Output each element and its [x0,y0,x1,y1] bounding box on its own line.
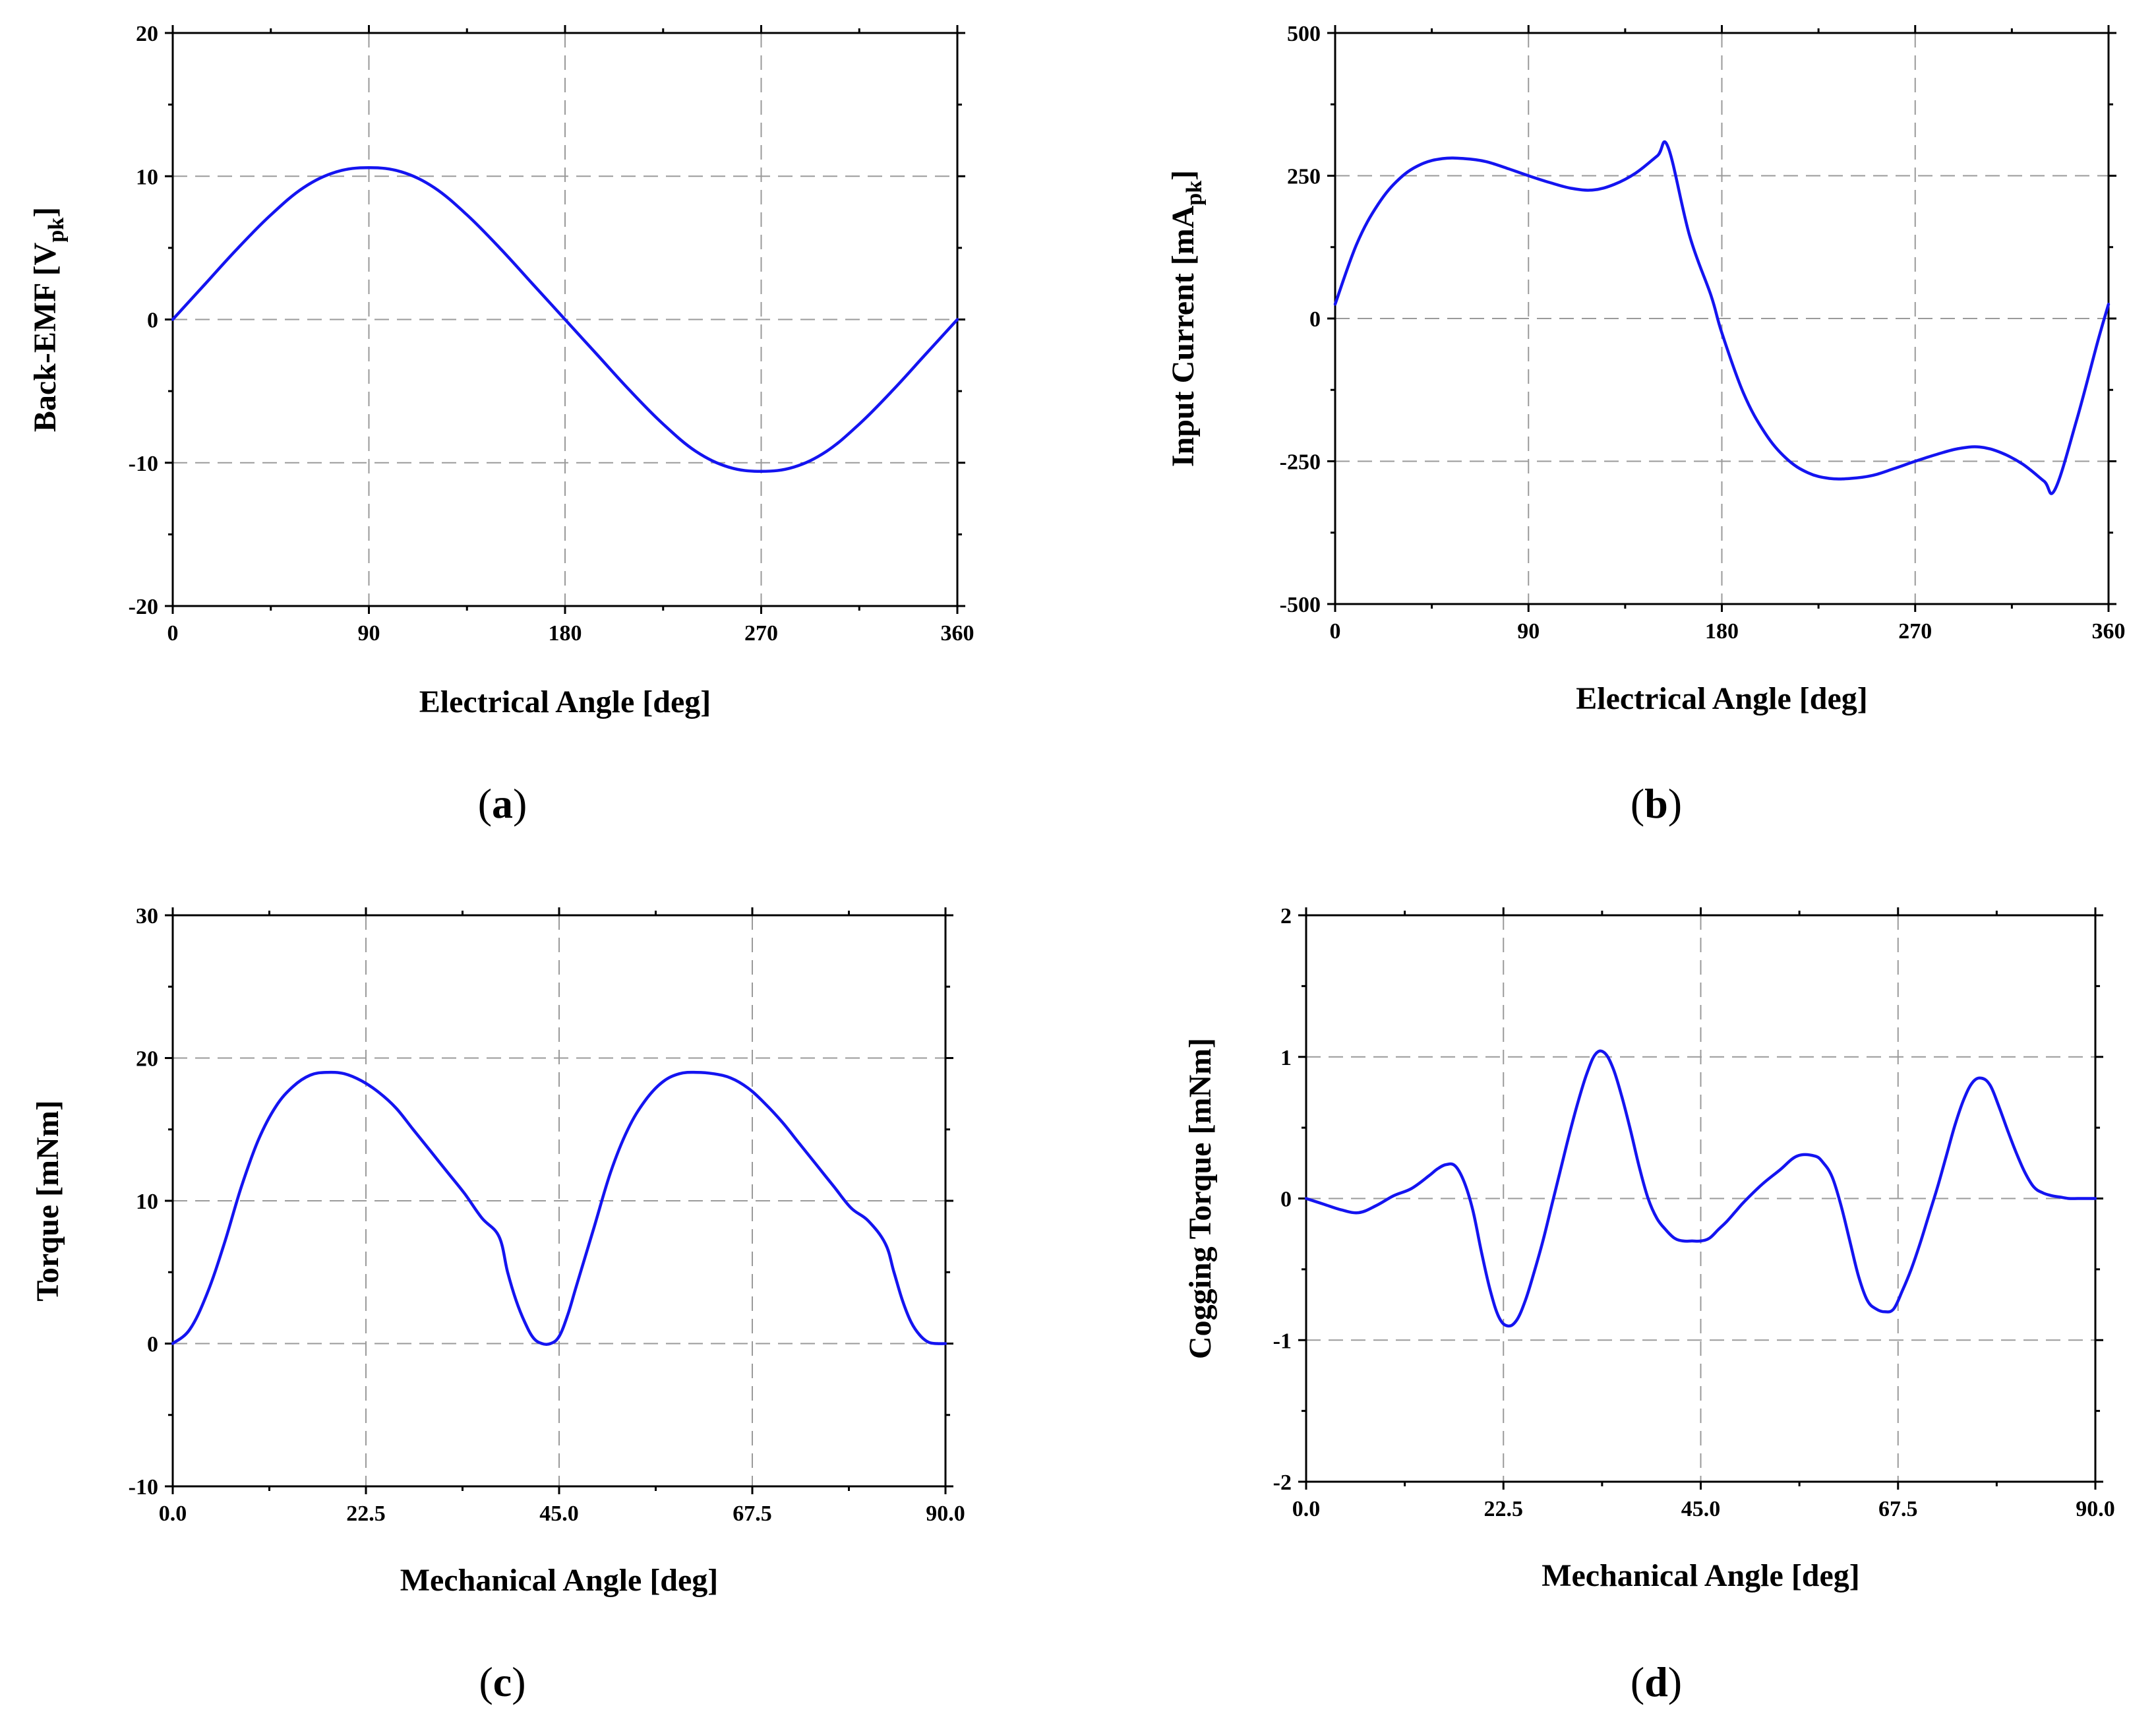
panel-label: (a) [478,780,527,827]
x-tick-label: 90 [358,621,380,646]
chart-c: 0.0 22.5 45.0 67.5 90.0 -10 0 10 20 30 Mechanical … [30,904,965,1705]
y-tick-label: -1 [1273,1329,1292,1353]
y-tick-label: 10 [136,165,158,189]
y-axis-label: Torque [mNm] [30,1100,65,1301]
chart-a: 0 90 180 270 360 -20 -10 0 10 20 Electrical Angle … [28,22,974,827]
y-tick-label: 10 [136,1190,158,1214]
x-tick-label: 0 [167,621,179,646]
x-axis-label: Mechanical Angle [deg] [1542,1558,1860,1593]
x-tick-label: 90.0 [2076,1497,2115,1521]
series-line-d [1304,1049,2097,1328]
panel-label: (c) [479,1658,525,1705]
x-tick-label: 45.0 [1681,1497,1721,1521]
x-tick-label: 270 [1898,619,1932,644]
panel-label: (b) [1631,780,1682,827]
y-axis-label: Back-EMF [Vpk] [28,207,69,432]
x-axis-label: Mechanical Angle [deg] [400,1563,719,1598]
x-tick-label: 67.5 [1878,1497,1918,1521]
y-axis-label: Cogging Torque [mNm] [1183,1038,1218,1359]
y-tick-label: 2 [1280,904,1292,928]
x-tick-label: 360 [941,621,974,646]
series-line-c [171,1070,947,1347]
x-tick-label: 180 [549,621,582,646]
y-tick-label: -500 [1280,593,1321,617]
y-tick-label: 1 [1280,1046,1292,1070]
y-tick-label: 20 [136,22,158,46]
x-tick-label: 360 [2092,619,2126,644]
y-tick-label: 500 [1287,22,1321,46]
chart-b: 0 90 180 270 360 -500 -250 0 250 500 Electrical An… [1166,22,2126,827]
y-tick-label: 20 [136,1047,158,1072]
x-tick-label: 22.5 [346,1502,386,1526]
x-axis-label: Electrical Angle [deg] [419,684,711,719]
x-tick-label: 0.0 [159,1502,187,1526]
y-tick-label: 30 [136,904,158,928]
series-line-a [171,166,959,473]
x-tick-label: 90 [1517,619,1540,644]
y-tick-label: -10 [129,452,158,476]
y-tick-label: 0 [147,309,158,333]
y-tick-label: 250 [1287,165,1321,189]
y-axis-label: Input Current [mApk] [1166,170,1207,467]
panel-label: (d) [1631,1658,1682,1705]
y-tick-label: -250 [1280,450,1321,475]
x-tick-label: 180 [1705,619,1739,644]
y-tick-label: -20 [129,595,158,619]
x-tick-label: 67.5 [733,1502,772,1526]
chart-d: 0.0 22.5 45.0 67.5 90.0 -2 -1 0 1 2 Mechanical Ang… [1183,904,2115,1705]
x-tick-label: 22.5 [1484,1497,1524,1521]
x-tick-label: 0 [1330,619,1341,644]
y-tick-label: 0 [147,1333,158,1357]
x-tick-label: 0.0 [1292,1497,1321,1521]
y-tick-label: -2 [1273,1471,1292,1495]
y-tick-label: 0 [1309,307,1321,332]
x-tick-label: 90.0 [926,1502,965,1526]
x-tick-label: 45.0 [539,1502,579,1526]
y-tick-label: -10 [129,1475,158,1500]
y-tick-label: 0 [1280,1188,1292,1212]
x-axis-label: Electrical Angle [deg] [1576,681,1868,716]
x-tick-label: 270 [744,621,778,646]
series-line-b [1333,140,2111,495]
